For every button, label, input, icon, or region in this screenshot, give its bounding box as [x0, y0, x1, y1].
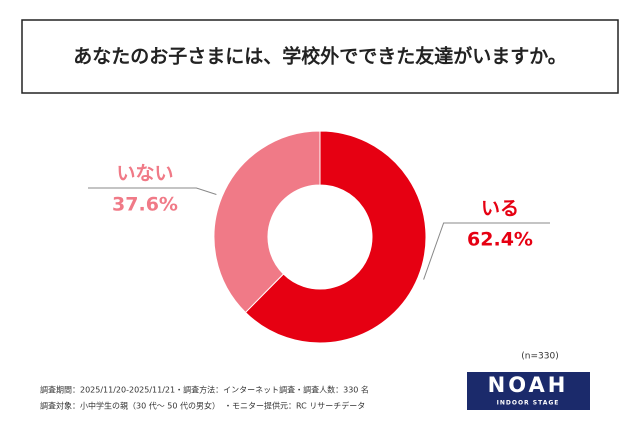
slice — [213, 130, 321, 314]
leader-line — [88, 187, 217, 195]
value-label: 37.6% — [112, 194, 178, 216]
logo-box — [467, 372, 590, 410]
slice-label: いない — [116, 163, 173, 185]
slice-label: いる — [481, 198, 519, 220]
footer-line: 調査期間：2025/11/20-2025/11/21・調査方法：インターネット調… — [40, 385, 369, 395]
title-box — [21, 19, 619, 94]
chart-title: あなたのお子さまには、学校外でできた友達がいますか。 — [73, 45, 567, 68]
logo: NOAH — [488, 373, 569, 397]
footer-line: 調査対象：小中学生の親（30 代～ 50 代の男女） ・モニター提供元：RC リ… — [40, 401, 365, 411]
leader-line — [423, 222, 550, 280]
logo-tagline: INDOOR STAGE — [497, 400, 560, 407]
value-label: 62.4% — [467, 229, 533, 251]
note: (n=330) — [521, 352, 558, 362]
slice — [244, 130, 427, 344]
